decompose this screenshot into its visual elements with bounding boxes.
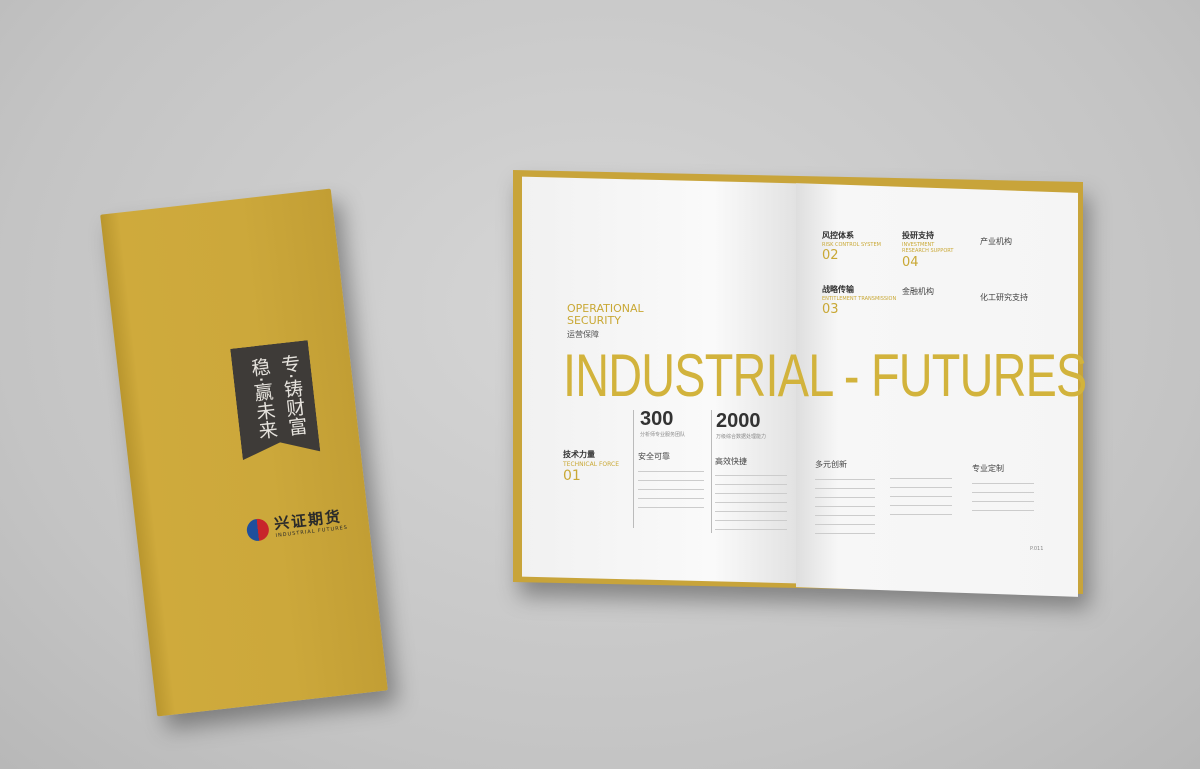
col2-title: 高效快捷	[715, 457, 747, 466]
headline: INDUSTRIAL - FUTURES	[563, 342, 1087, 409]
slogan-right: 专·铸财富	[277, 353, 309, 438]
stat-value: 300	[640, 408, 674, 430]
trans-num: 03	[822, 302, 839, 317]
tech-num: 01	[563, 468, 581, 484]
slogan-banner: 专·铸财富 稳·赢未来	[230, 340, 320, 460]
r-bottom-title: 多元创新	[815, 460, 847, 469]
slogan-left: 稳·赢未来	[247, 356, 279, 441]
r-item: 化工研究支持	[980, 293, 1028, 302]
r-bottom-title: 专业定制	[972, 464, 1004, 473]
trans-en: ENTITLEMENT TRANSMISSION	[822, 296, 897, 302]
trans-cn: 战略传输	[822, 285, 854, 294]
r-item: 产业机构	[980, 237, 1012, 246]
risk-en: RISK CONTROL SYSTEM	[822, 242, 881, 248]
section-cn: 运营保障	[567, 330, 599, 339]
stat-value: 2000	[716, 410, 761, 432]
r-item: 金融机构	[902, 287, 934, 296]
invest-en: INVESTMENT RESEARCH SUPPORT	[902, 242, 954, 254]
col1-title: 安全可靠	[638, 452, 670, 461]
stat-caption: 万级综合数据处理能力	[716, 434, 767, 440]
body-text	[815, 474, 875, 534]
risk-num: 02	[822, 248, 839, 263]
tech-cn: 技术力量	[563, 450, 595, 459]
body-text	[972, 478, 1034, 514]
closed-brochure-cover: 专·铸财富 稳·赢未来 兴证期货 INDUSTRIAL FUTURES	[100, 188, 388, 717]
risk-cn: 风控体系	[822, 231, 854, 240]
invest-num: 04	[902, 255, 919, 270]
section-en: OPERATIONAL SECURITY	[567, 302, 644, 327]
tech-en: TECHNICAL FORCE	[563, 461, 619, 468]
invest-cn: 投研支持	[902, 231, 934, 240]
stat-caption: 分析师专业服务团队	[640, 432, 686, 438]
body-text	[638, 466, 704, 511]
body-text	[715, 470, 787, 530]
brand-logo: 兴证期货 INDUSTRIAL FUTURES	[245, 507, 348, 543]
logo-mark-icon	[245, 517, 270, 542]
page-number: P.011	[1030, 546, 1044, 552]
body-text	[890, 473, 952, 518]
